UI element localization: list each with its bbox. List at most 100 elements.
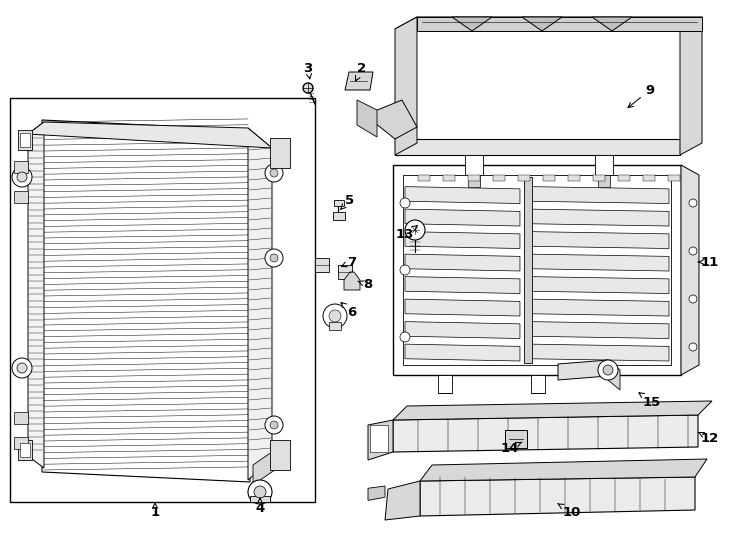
Polygon shape: [14, 412, 28, 424]
Polygon shape: [493, 175, 505, 181]
Circle shape: [248, 480, 272, 504]
Circle shape: [265, 249, 283, 267]
Polygon shape: [418, 175, 430, 181]
Text: 1: 1: [150, 503, 159, 518]
Polygon shape: [468, 175, 480, 181]
Polygon shape: [405, 209, 520, 226]
Polygon shape: [618, 175, 630, 181]
Circle shape: [270, 421, 278, 429]
Polygon shape: [524, 177, 532, 363]
Polygon shape: [417, 17, 702, 31]
Polygon shape: [42, 120, 250, 482]
Bar: [393, 165, 681, 375]
Polygon shape: [531, 375, 545, 393]
Polygon shape: [530, 254, 669, 271]
Polygon shape: [365, 100, 417, 139]
Circle shape: [603, 365, 613, 375]
Text: 8: 8: [358, 279, 373, 292]
Polygon shape: [505, 430, 527, 448]
Text: 3: 3: [303, 62, 313, 79]
Text: 11: 11: [698, 255, 719, 268]
Polygon shape: [518, 175, 530, 181]
Polygon shape: [405, 322, 520, 339]
Polygon shape: [643, 175, 655, 181]
Polygon shape: [14, 191, 28, 203]
Circle shape: [265, 164, 283, 182]
Polygon shape: [405, 254, 520, 271]
Bar: [403, 175, 671, 365]
Bar: [10, 98, 315, 502]
Polygon shape: [680, 17, 702, 155]
Polygon shape: [20, 133, 30, 147]
Bar: [338, 265, 352, 279]
Polygon shape: [27, 122, 272, 148]
Circle shape: [405, 220, 425, 240]
Polygon shape: [438, 375, 452, 393]
Bar: [370, 425, 388, 452]
Polygon shape: [468, 175, 480, 187]
Text: 9: 9: [628, 84, 655, 107]
Circle shape: [400, 265, 410, 275]
Polygon shape: [530, 322, 669, 339]
Polygon shape: [452, 17, 492, 31]
Text: 10: 10: [558, 503, 581, 518]
Polygon shape: [270, 440, 290, 470]
Polygon shape: [543, 175, 555, 181]
Bar: [334, 200, 344, 206]
Polygon shape: [530, 232, 669, 248]
Circle shape: [270, 169, 278, 177]
Polygon shape: [668, 175, 680, 181]
Polygon shape: [270, 138, 290, 168]
Polygon shape: [393, 401, 712, 420]
Circle shape: [12, 358, 32, 378]
Polygon shape: [18, 130, 32, 150]
Bar: [329, 322, 341, 330]
Polygon shape: [405, 344, 520, 361]
Polygon shape: [530, 276, 669, 294]
Polygon shape: [14, 437, 28, 449]
Polygon shape: [595, 155, 613, 175]
Bar: [315, 258, 329, 272]
Polygon shape: [593, 175, 605, 181]
Text: 13: 13: [396, 226, 417, 241]
Polygon shape: [530, 299, 669, 316]
Polygon shape: [357, 100, 377, 137]
Text: 12: 12: [698, 431, 719, 444]
Circle shape: [323, 304, 347, 328]
Polygon shape: [393, 415, 698, 452]
Polygon shape: [405, 299, 520, 316]
Polygon shape: [568, 175, 580, 181]
Circle shape: [689, 295, 697, 303]
Circle shape: [17, 363, 27, 373]
Polygon shape: [598, 175, 610, 187]
Polygon shape: [344, 272, 360, 290]
Text: 5: 5: [341, 193, 355, 210]
Bar: [250, 496, 270, 502]
Polygon shape: [681, 165, 699, 375]
Circle shape: [400, 198, 410, 208]
Circle shape: [689, 343, 697, 351]
Polygon shape: [18, 440, 32, 460]
Polygon shape: [530, 209, 669, 226]
Text: 6: 6: [341, 302, 357, 319]
Circle shape: [265, 416, 283, 434]
Polygon shape: [395, 139, 680, 155]
Circle shape: [270, 254, 278, 262]
Circle shape: [254, 486, 266, 498]
Circle shape: [303, 83, 313, 93]
Polygon shape: [608, 360, 620, 390]
Circle shape: [598, 360, 618, 380]
Polygon shape: [405, 187, 520, 204]
Circle shape: [12, 167, 32, 187]
Polygon shape: [368, 420, 393, 460]
Polygon shape: [14, 161, 28, 173]
Polygon shape: [253, 445, 282, 485]
Polygon shape: [522, 17, 562, 31]
Polygon shape: [405, 276, 520, 294]
Bar: [333, 212, 345, 220]
Polygon shape: [385, 481, 420, 520]
Circle shape: [689, 199, 697, 207]
Circle shape: [329, 310, 341, 322]
Circle shape: [17, 172, 27, 182]
Circle shape: [689, 247, 697, 255]
